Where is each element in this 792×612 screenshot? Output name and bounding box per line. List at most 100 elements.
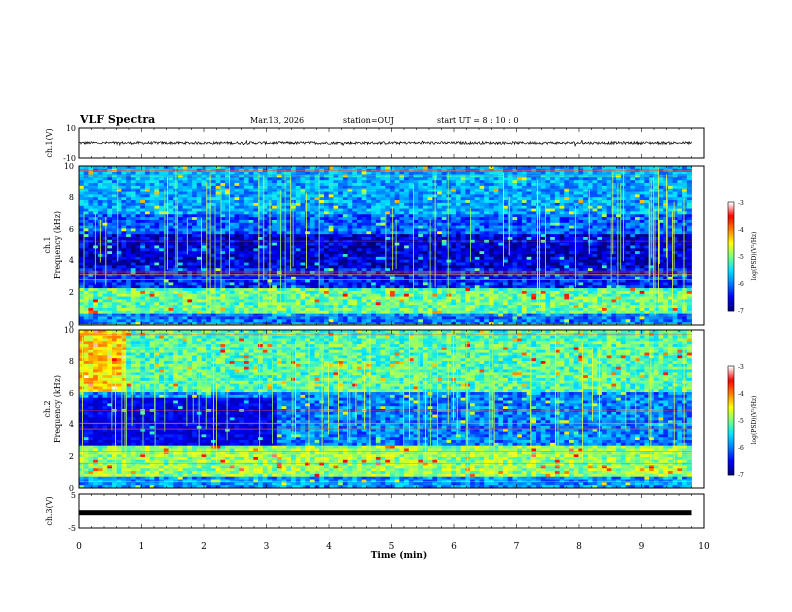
spectrogram-cell [550, 166, 556, 170]
spectrogram-cell [592, 228, 598, 232]
spectrogram-cell [276, 265, 282, 269]
spectrogram-cell [597, 188, 603, 192]
spectrogram-cell [338, 228, 344, 232]
spectrogram-cell [470, 225, 476, 229]
spectrogram-cell [630, 219, 636, 224]
spectrogram-cell [375, 202, 381, 207]
spectrogram-cell [470, 251, 476, 255]
spectrogram-cell [253, 251, 259, 255]
spectrogram-cell [130, 211, 136, 215]
spectrogram-cell [177, 225, 184, 229]
spectrogram-cell [526, 197, 532, 201]
spectrogram-cell [177, 166, 184, 170]
spectrogram-cell [559, 202, 565, 207]
spectrogram-cell [385, 180, 391, 184]
spectrogram-cell [135, 271, 141, 275]
spectrogram-cell [531, 254, 537, 258]
spectrogram-cell [578, 214, 584, 218]
spectrogram-cell [215, 236, 221, 241]
spectrogram-cell [639, 222, 645, 227]
spectrogram-cell [587, 245, 593, 249]
spectrogram-cell [663, 194, 669, 198]
spectrogram-cell [140, 208, 146, 212]
spectrogram-cell [356, 177, 363, 181]
spectrogram-cell [686, 222, 692, 227]
spectrogram-cell [328, 197, 334, 201]
spectrogram-cell [630, 254, 636, 258]
spectrogram-cell [455, 200, 462, 204]
spectrogram-cell [686, 202, 692, 207]
spectrogram-cell [347, 228, 353, 232]
spectrogram-cell [366, 188, 372, 192]
spectrogram-cell [154, 231, 160, 235]
spectrogram-cell [427, 194, 433, 198]
spectrogram-cell [182, 171, 188, 175]
spectrogram-cell [328, 228, 334, 232]
spectrogram-cell [253, 200, 259, 204]
spectrogram-cell [107, 256, 113, 261]
spectrogram-cell [531, 217, 537, 221]
spectrogram-cell [229, 239, 235, 244]
spectrogram-cell [234, 259, 240, 263]
spectrogram-cell [361, 222, 367, 227]
spectrogram-cell [484, 248, 490, 252]
spectrogram-cell [243, 180, 250, 184]
spectrogram-cell [474, 205, 480, 209]
spectrogram-cell [121, 254, 127, 258]
spectrogram-cell [352, 222, 358, 227]
spectrogram-cell [276, 185, 282, 190]
spectrogram-cell [564, 251, 570, 255]
spectrogram-cell [682, 242, 688, 246]
spectrogram-cell [182, 211, 188, 215]
spectrogram-cell [229, 211, 235, 215]
spectrogram-cell [352, 262, 358, 266]
spectrogram-cell [498, 183, 504, 187]
spectrogram-cell [305, 194, 311, 198]
spectrogram-cell [517, 228, 523, 232]
spectrogram-cell [305, 211, 311, 215]
spectrogram-cell [196, 245, 202, 249]
spectrogram-cell [229, 177, 235, 181]
spectrogram-cell [192, 180, 198, 184]
spectrogram-cell [564, 234, 570, 238]
spectrogram-cell [559, 265, 565, 269]
spectrogram-cell [149, 225, 155, 229]
spectrogram-cell [474, 254, 480, 258]
spectrogram-cell [352, 191, 358, 195]
spectrogram-cell [455, 208, 462, 212]
spectrogram-cell [550, 171, 556, 175]
spectrogram-cell [536, 185, 542, 190]
spectrogram-cell [229, 214, 235, 218]
spectrogram-cell [356, 262, 363, 266]
spectrogram-cell [328, 166, 334, 170]
spectrogram-cell [347, 205, 353, 209]
spectrogram-cell [220, 180, 226, 184]
spectrogram-cell [324, 191, 330, 195]
spectrogram-cell [380, 254, 386, 258]
spectrogram-cell [140, 251, 146, 255]
spectrogram-cell [630, 265, 636, 269]
figure-date: Mar.13, 2026 [250, 116, 304, 125]
spectrogram-cell [239, 202, 245, 207]
spectrogram-cell [413, 183, 419, 187]
spectrogram-cell [404, 166, 410, 170]
spectrogram-cell [220, 222, 226, 227]
spectrogram-cell [385, 200, 391, 204]
spectrogram-cell [130, 205, 136, 209]
spectrogram-cell [498, 180, 504, 184]
spectrogram-cell [234, 228, 240, 232]
spectrogram-cell [686, 191, 692, 195]
spectrogram-cell [243, 219, 250, 224]
spectrogram-cell [484, 214, 490, 218]
spectrogram-cell [517, 194, 523, 198]
spectrogram-cell [248, 219, 254, 224]
spectrogram-cell [455, 185, 462, 190]
spectrogram-cell [248, 202, 254, 207]
spectrogram-cell [338, 191, 344, 195]
spectrogram-cell [333, 188, 339, 192]
spectrogram-cell [536, 234, 542, 238]
spectrogram-cell [182, 166, 188, 170]
spectrogram-cell [352, 208, 358, 212]
spectrogram-cell [404, 217, 410, 221]
spectrogram-cell [159, 205, 165, 209]
